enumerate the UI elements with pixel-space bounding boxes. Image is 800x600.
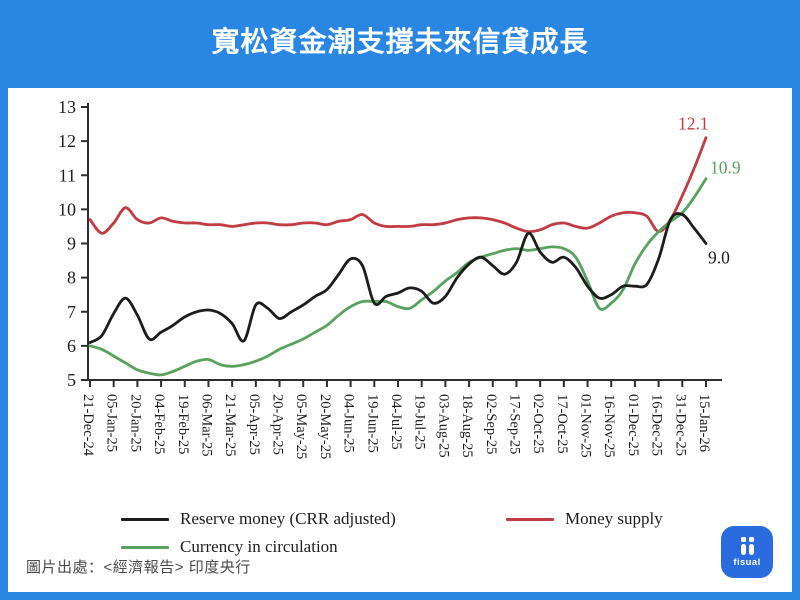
x-tick-label: 02-Sep-25 — [483, 394, 499, 454]
source-note: 圖片出處：<經濟報告> 印度央行 — [26, 559, 251, 576]
y-tick-label: 11 — [59, 165, 76, 185]
x-tick-label: 20-May-25 — [317, 394, 333, 459]
x-tick-label: 17-Oct-25 — [554, 394, 570, 454]
legend-label: Money supply — [565, 509, 663, 528]
series-end-value-label: 10.9 — [710, 158, 741, 178]
legend-item-reserve-money: Reserve money (CRR adjusted) — [121, 509, 396, 529]
x-tick-label: 16-Nov-25 — [601, 394, 617, 458]
y-tick-label: 10 — [58, 199, 76, 219]
line-chart: 5 6 7 8 9 10 11 12 13 21-Dec-24 05-Jan-25 20-Jan-25… — [58, 97, 741, 459]
x-tick-label: 04-Feb-25 — [151, 394, 167, 454]
x-tick-label: 04-Jun-25 — [341, 394, 357, 453]
series-line-reserve-money-crr-adjusted — [88, 212, 708, 344]
y-tick-label: 6 — [67, 336, 76, 356]
y-tick-label: 13 — [58, 97, 76, 117]
chart-panel: 5 6 7 8 9 10 11 12 13 21-Dec-24 05-Jan-25 20-Jan-25… — [8, 88, 792, 592]
series-end-value-label: 9.0 — [708, 248, 730, 268]
x-tick-label: 04-Jul-25 — [388, 394, 404, 450]
x-tick-label: 17-Sep-25 — [507, 394, 523, 454]
y-tick-label: 9 — [67, 234, 76, 254]
fisual-logo: fisual — [721, 526, 773, 578]
legend-item-currency-circulation: Currency in circulation — [121, 537, 338, 557]
y-tick-label: 8 — [67, 268, 76, 288]
x-tick-label: 21-Mar-25 — [222, 394, 238, 457]
x-tick-label: 05-Jan-25 — [104, 394, 120, 452]
x-tick-label: 19-Jun-25 — [364, 394, 380, 453]
x-tick-label: 02-Oct-25 — [530, 394, 546, 454]
legend-label: Reserve money (CRR adjusted) — [180, 509, 396, 528]
x-tick-label: 05-May-25 — [293, 394, 309, 459]
series-line-currency-in-circulation — [88, 177, 708, 377]
x-tick-label: 20-Jan-25 — [127, 394, 143, 452]
x-tick-label: 01-Nov-25 — [578, 394, 594, 458]
x-tick-label: 01-Dec-25 — [625, 394, 641, 456]
legend-item-money-supply: Money supply — [506, 509, 663, 529]
y-tick-label: 7 — [67, 302, 76, 322]
y-tick-label: 5 — [67, 370, 76, 390]
page-title: 寬松資金潮支撐未來信貸成長 — [211, 26, 589, 57]
fisual-logo-icon — [740, 536, 754, 555]
x-tick-label: 20-Apr-25 — [270, 394, 286, 455]
x-tick-label: 15-Jan-26 — [696, 394, 712, 452]
x-tick-label: 05-Apr-25 — [246, 394, 262, 455]
x-tick-label: 19-Feb-25 — [175, 394, 191, 454]
legend-label: Currency in circulation — [180, 537, 338, 556]
x-tick-label: 03-Aug-25 — [435, 394, 451, 458]
x-tick-label: 18-Aug-25 — [459, 394, 475, 458]
fisual-logo-text: fisual — [733, 556, 761, 568]
x-tick-label: 06-Mar-25 — [199, 394, 215, 457]
series-end-value-label: 12.1 — [678, 114, 709, 134]
currency-circulation-line-swatch — [121, 545, 169, 549]
series-line-money-supply — [88, 136, 708, 235]
x-tick-label: 21-Dec-24 — [80, 394, 96, 457]
money-supply-line-swatch — [506, 517, 554, 521]
x-tick-label: 31-Dec-25 — [672, 394, 688, 456]
x-tick-label: 19-Jul-25 — [412, 394, 428, 450]
reserve-money-line-swatch — [121, 517, 169, 521]
x-tick-label: 16-Dec-25 — [649, 394, 665, 456]
y-tick-label: 12 — [58, 131, 76, 151]
